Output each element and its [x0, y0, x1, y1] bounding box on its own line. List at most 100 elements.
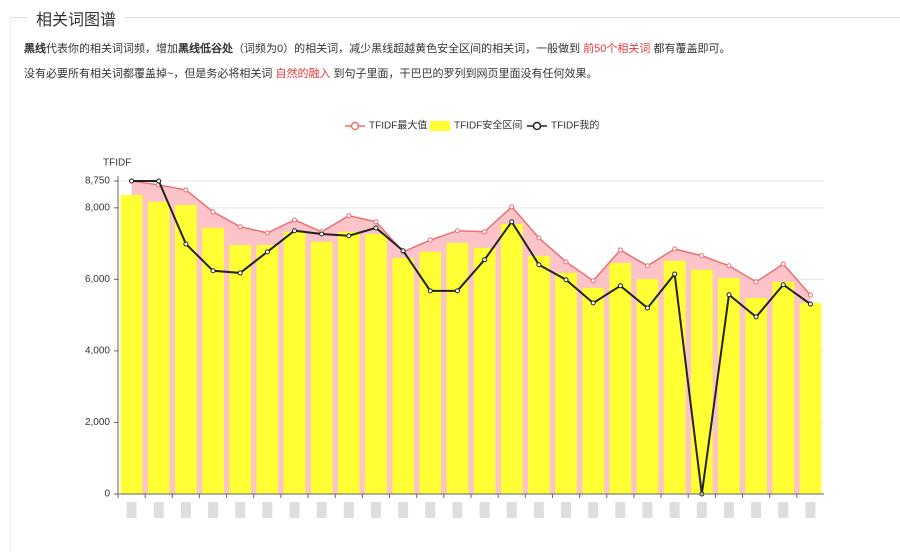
point: [210, 268, 216, 274]
line: [131, 180, 811, 296]
blurred-label: [398, 502, 409, 518]
blurred-label: [669, 502, 680, 518]
point: [346, 233, 352, 239]
blurred-label: [180, 502, 191, 518]
point: [454, 288, 460, 294]
blurred-label: [805, 502, 816, 518]
bar: [609, 262, 632, 494]
bar: [120, 194, 143, 494]
point: [645, 263, 650, 269]
intro-text: 自然的融入: [275, 68, 331, 80]
point: [807, 301, 813, 307]
intro-text: 都有覆盖即可。: [650, 43, 731, 55]
blurred-label: [561, 502, 572, 518]
blurred-label: [506, 502, 517, 518]
point: [509, 204, 515, 210]
blurred-label: [778, 502, 789, 518]
bar: [473, 247, 496, 494]
point: [183, 241, 189, 247]
intro-text: 代表你的相关词词频，增加: [46, 43, 178, 55]
legend-swatch: [350, 121, 360, 131]
legend-label: TFIDF最大值: [369, 119, 427, 132]
bar: [663, 260, 686, 494]
point: [373, 225, 379, 231]
point: [726, 263, 732, 269]
bar: [745, 297, 767, 494]
point: [319, 231, 325, 237]
blurred-label: [615, 502, 626, 518]
point: [237, 224, 243, 230]
intro-line: 没有必要所有相关词都覆盖掉~，但是务必将相关词 自然的融入 到句子里面，干巴巴的…: [24, 65, 598, 81]
bar: [799, 302, 822, 494]
point: [563, 277, 569, 283]
bar: [175, 204, 197, 494]
bar: [419, 251, 442, 494]
y-tick-label: 8,000: [85, 202, 110, 213]
y-tick-label: 8,750: [85, 176, 110, 187]
point: [780, 282, 786, 288]
blurred-label: [452, 502, 463, 518]
blurred-label: [153, 502, 164, 518]
bar: [310, 241, 333, 494]
bar: [582, 287, 605, 494]
intro-text: 黑线: [24, 43, 46, 55]
point: [427, 288, 433, 294]
bar: [202, 227, 224, 494]
legend-swatch: [532, 121, 542, 131]
point: [346, 213, 352, 219]
bar: [528, 255, 550, 494]
point: [292, 228, 297, 234]
line: [131, 180, 812, 495]
blurred-label: [642, 502, 653, 518]
bar: [555, 272, 577, 494]
point: [129, 178, 135, 184]
bar: [256, 245, 279, 494]
bar: [365, 233, 387, 494]
blurred-label: [235, 502, 246, 518]
blurred-label: [751, 502, 762, 518]
point: [482, 229, 488, 235]
rule: [124, 17, 900, 18]
blurred-label: [126, 502, 137, 518]
blurred-label: [370, 502, 381, 518]
bar: [500, 223, 523, 494]
bar: [229, 245, 252, 494]
point: [427, 237, 433, 243]
rule: [10, 17, 28, 18]
blurred-label: [696, 502, 707, 518]
legend-swatch: [430, 121, 450, 131]
point: [482, 257, 488, 263]
point: [672, 271, 678, 277]
point: [156, 178, 162, 184]
point: [753, 314, 759, 320]
point: [454, 228, 460, 234]
point: [726, 292, 732, 298]
intro-line: 黑线代表你的相关词词频，增加黑线低谷处（词频为0）的相关词，减少黑线超越黄色安全…: [24, 40, 730, 56]
point: [536, 262, 542, 268]
intro-text: 没有必要所有相关词都覆盖掉~，但是务必将相关词: [24, 68, 276, 80]
blurred-label: [316, 502, 327, 518]
bar: [772, 281, 795, 494]
point: [617, 283, 623, 289]
blurred-label: [343, 502, 354, 518]
legend-label: TFIDF我的: [551, 119, 599, 132]
blurred-label: [208, 502, 219, 518]
point: [264, 230, 270, 236]
point: [536, 235, 542, 241]
point: [264, 249, 270, 255]
intro-text: 到句子里面，干巴巴的罗列到网页里面没有任何效果。: [330, 68, 598, 80]
point: [590, 278, 596, 284]
intro-text: （词频为0）的相关词，减少黑线超越黄色安全区间的相关词，一般做到: [233, 43, 584, 55]
point: [617, 247, 623, 253]
bar: [283, 231, 306, 495]
bar: [446, 242, 469, 494]
point: [753, 279, 759, 285]
blurred-label: [425, 502, 436, 518]
blurred-label: [723, 502, 734, 518]
rule: [10, 17, 11, 552]
intro-text: 黑线低谷处: [178, 43, 233, 55]
point: [373, 219, 379, 225]
point: [645, 305, 650, 311]
blurred-label: [479, 502, 490, 518]
